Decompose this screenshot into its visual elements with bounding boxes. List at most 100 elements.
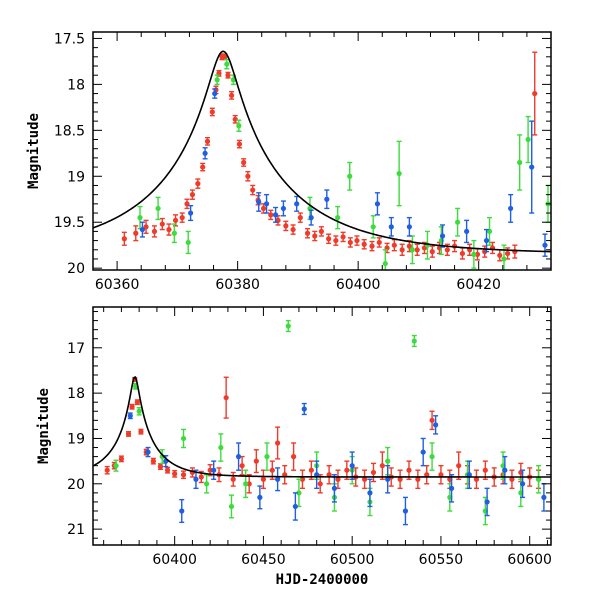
data-point — [471, 239, 477, 269]
data-point — [379, 451, 385, 480]
data-point — [438, 464, 444, 485]
y-axis-title: Magnitude — [26, 113, 42, 189]
data-point — [236, 139, 243, 149]
data-point — [312, 230, 318, 242]
data-point — [241, 158, 247, 167]
series-green — [113, 319, 542, 526]
x-tick-label: 60360 — [95, 277, 140, 293]
panel-top: 60360 60380 60400 60420 17.5 18 18.5 19 19.5 20 Ma… — [26, 31, 552, 293]
data-point — [324, 189, 330, 210]
x-tick-label: 60550 — [419, 552, 464, 568]
data-point — [388, 216, 394, 237]
data-point — [272, 206, 279, 223]
y-tick-label: 19.5 — [54, 215, 85, 231]
data-point — [335, 205, 341, 230]
y-tick-label: 18.5 — [54, 123, 85, 139]
data-point — [179, 212, 185, 223]
data-point — [318, 226, 324, 237]
data-point — [331, 474, 338, 503]
data-point — [204, 474, 210, 494]
data-point — [155, 196, 161, 221]
data-point — [483, 228, 490, 253]
data-point — [172, 214, 179, 227]
data-point — [369, 240, 375, 252]
data-point — [166, 223, 172, 236]
data-point — [139, 221, 146, 238]
data-point — [189, 189, 196, 200]
data-point — [326, 464, 332, 485]
data-point — [136, 406, 142, 416]
data-point — [188, 204, 194, 222]
data-point — [402, 496, 409, 526]
data-point — [283, 220, 289, 232]
data-point — [145, 446, 151, 458]
data-point — [134, 399, 140, 406]
data-point — [275, 426, 281, 460]
data-point — [517, 134, 523, 191]
y-tick-label: 19 — [67, 169, 85, 185]
data-point — [439, 224, 446, 248]
data-point — [519, 469, 526, 499]
data-point — [159, 217, 165, 231]
data-point — [509, 469, 515, 490]
data-point — [317, 474, 323, 494]
data-point — [133, 382, 139, 390]
series-blue — [139, 88, 548, 257]
data-point — [308, 209, 314, 226]
data-point — [361, 238, 367, 250]
panel-bottom: 60400 60450 60500 60550 60600 17 18 19 20 21 Magni… — [36, 306, 552, 588]
data-point — [268, 209, 274, 221]
model-curve — [93, 376, 551, 478]
data-point — [239, 455, 245, 476]
data-point — [209, 107, 215, 117]
data-point — [415, 469, 421, 490]
y-tick-label: 21 — [67, 522, 85, 538]
data-point — [456, 451, 462, 480]
y-axis-title: Magnitude — [36, 388, 52, 464]
data-point — [301, 402, 307, 416]
data-point — [129, 403, 135, 410]
x-tick-label: 60400 — [336, 277, 381, 293]
data-point — [133, 225, 139, 242]
data-point — [230, 471, 236, 487]
data-point — [482, 460, 488, 480]
data-point — [347, 161, 353, 191]
data-point — [171, 223, 177, 244]
data-point — [257, 485, 263, 510]
x-axis-title: HJD-2400000 — [276, 572, 369, 588]
data-point — [280, 200, 287, 217]
data-point — [290, 442, 297, 471]
y-tick-label: 17 — [67, 341, 85, 357]
data-point — [420, 437, 426, 467]
x-tick-label: 60420 — [456, 277, 501, 293]
data-point — [256, 192, 262, 212]
data-point — [211, 460, 217, 480]
data-point — [127, 412, 133, 420]
data-point — [376, 237, 382, 248]
data-point — [184, 198, 190, 210]
data-point — [235, 442, 242, 471]
data-point — [349, 451, 355, 480]
data-point — [263, 193, 270, 214]
data-point — [214, 74, 220, 86]
data-point — [347, 237, 353, 248]
data-point — [335, 469, 341, 490]
data-point — [224, 58, 230, 70]
y-tick-label: 17.5 — [54, 31, 85, 47]
data-point — [282, 464, 288, 485]
data-point — [464, 219, 470, 244]
data-point — [411, 334, 417, 348]
data-point — [193, 469, 199, 490]
data-point — [542, 233, 548, 257]
data-point — [406, 216, 412, 237]
data-point — [396, 140, 402, 207]
data-point — [264, 442, 270, 471]
data-point — [333, 235, 339, 246]
model-curve — [93, 50, 551, 253]
data-point — [138, 428, 144, 435]
data-point — [508, 193, 514, 223]
data-point — [172, 469, 178, 478]
x-tick-label: 60450 — [241, 552, 286, 568]
data-point — [367, 478, 373, 508]
